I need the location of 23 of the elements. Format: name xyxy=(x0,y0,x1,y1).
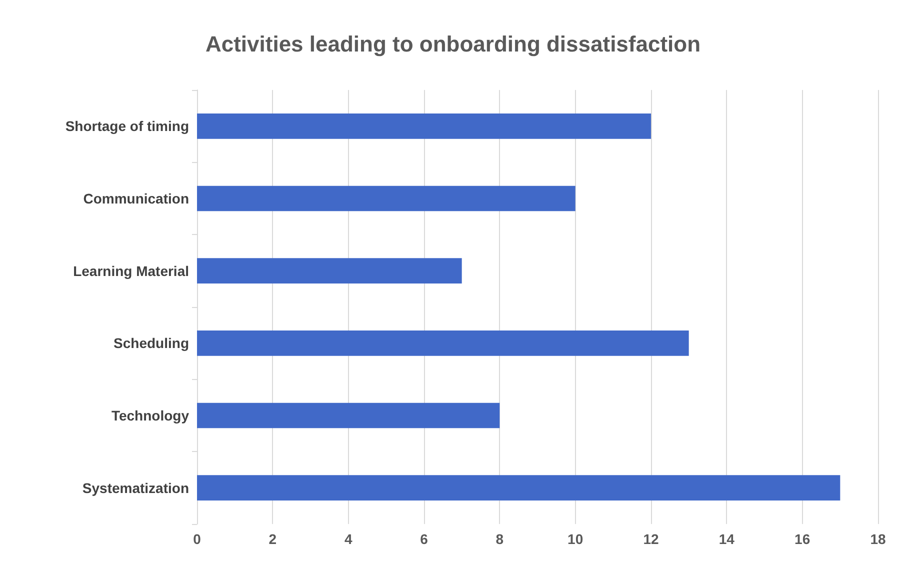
x-tick-label: 18 xyxy=(870,531,886,547)
y-tick-label: Shortage of timing xyxy=(65,118,189,134)
x-tick-label: 16 xyxy=(794,531,810,547)
bar xyxy=(197,475,840,500)
bar xyxy=(197,114,651,139)
bar xyxy=(197,402,500,428)
x-tick-label: 8 xyxy=(496,531,504,547)
x-tick-label: 4 xyxy=(344,531,352,547)
x-tick-label: 10 xyxy=(568,531,584,547)
y-tick-label: Systematization xyxy=(82,480,189,496)
x-tick-label: 12 xyxy=(643,531,659,547)
y-tick-label: Learning Material xyxy=(73,262,189,279)
x-tick-label: 14 xyxy=(718,531,735,547)
y-tick-label: Technology xyxy=(111,408,190,424)
bar xyxy=(197,330,689,356)
x-tick-label: 6 xyxy=(420,531,428,547)
bar xyxy=(197,258,462,284)
bar xyxy=(197,186,576,212)
chart-title: Activities leading to onboarding dissatisfaction xyxy=(205,32,701,56)
y-tick-label: Scheduling xyxy=(114,335,189,352)
y-tick-label: Communication xyxy=(83,190,189,206)
x-tick-label: 2 xyxy=(268,531,277,547)
x-tick-label: 0 xyxy=(193,531,202,547)
